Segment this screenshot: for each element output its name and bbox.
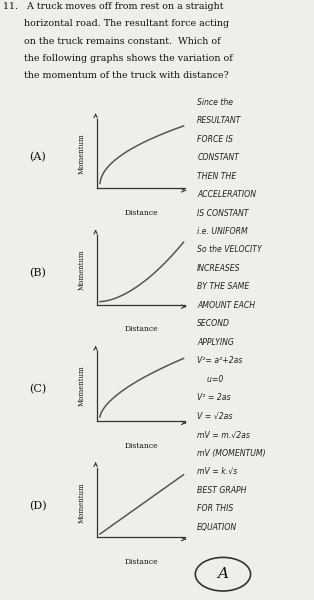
Text: CONSTANT: CONSTANT (197, 153, 239, 162)
Text: Momentum: Momentum (78, 365, 85, 406)
Text: AMOUNT EACH: AMOUNT EACH (197, 301, 255, 310)
Text: THEN THE: THEN THE (197, 172, 236, 181)
Text: (A): (A) (29, 152, 46, 162)
Text: RESULTANT: RESULTANT (197, 116, 241, 125)
Text: Momentum: Momentum (78, 482, 85, 523)
Text: BY THE SAME: BY THE SAME (197, 283, 249, 292)
Text: V² = 2as: V² = 2as (197, 394, 231, 402)
Text: IS CONSTANT: IS CONSTANT (197, 208, 249, 217)
Text: Distance: Distance (124, 325, 158, 334)
Text: A: A (217, 567, 229, 581)
Text: Distance: Distance (124, 209, 158, 217)
Text: SECOND: SECOND (197, 319, 230, 328)
Text: Since the: Since the (197, 98, 233, 107)
Text: ACCELERATION: ACCELERATION (197, 190, 256, 199)
Text: horizontal road. The resultant force acting: horizontal road. The resultant force act… (3, 19, 229, 28)
Text: the following graphs shows the variation of: the following graphs shows the variation… (3, 54, 233, 63)
Text: V = √2as: V = √2as (197, 412, 233, 421)
Text: u=0: u=0 (197, 375, 224, 384)
Text: FOR THIS: FOR THIS (197, 504, 233, 513)
Text: (B): (B) (29, 268, 46, 278)
Text: (D): (D) (29, 500, 46, 511)
Text: FORCE IS: FORCE IS (197, 134, 233, 143)
Text: i.e. UNIFORM: i.e. UNIFORM (197, 227, 248, 236)
Text: Momentum: Momentum (78, 133, 85, 174)
Text: mV = m.√2as: mV = m.√2as (197, 430, 250, 439)
Text: V²= a²+2as: V²= a²+2as (197, 356, 243, 365)
Text: 11.   A truck moves off from rest on a straight: 11. A truck moves off from rest on a str… (3, 2, 224, 11)
Text: on the truck remains constant.  Which of: on the truck remains constant. Which of (3, 37, 221, 46)
Text: mV = k.√s: mV = k.√s (197, 467, 237, 476)
Text: Distance: Distance (124, 558, 158, 566)
Text: the momentum of the truck with distance?: the momentum of the truck with distance? (3, 71, 229, 80)
Text: Distance: Distance (124, 442, 158, 449)
Text: APPLYING: APPLYING (197, 338, 234, 347)
Text: (C): (C) (29, 385, 46, 395)
Text: Momentum: Momentum (78, 250, 85, 290)
Text: BEST GRAPH: BEST GRAPH (197, 486, 247, 494)
Text: INCREASES: INCREASES (197, 264, 241, 273)
Text: mV (MOMENTUM): mV (MOMENTUM) (197, 449, 266, 458)
Text: So the VELOCITY: So the VELOCITY (197, 245, 262, 254)
Text: EQUATION: EQUATION (197, 523, 237, 532)
